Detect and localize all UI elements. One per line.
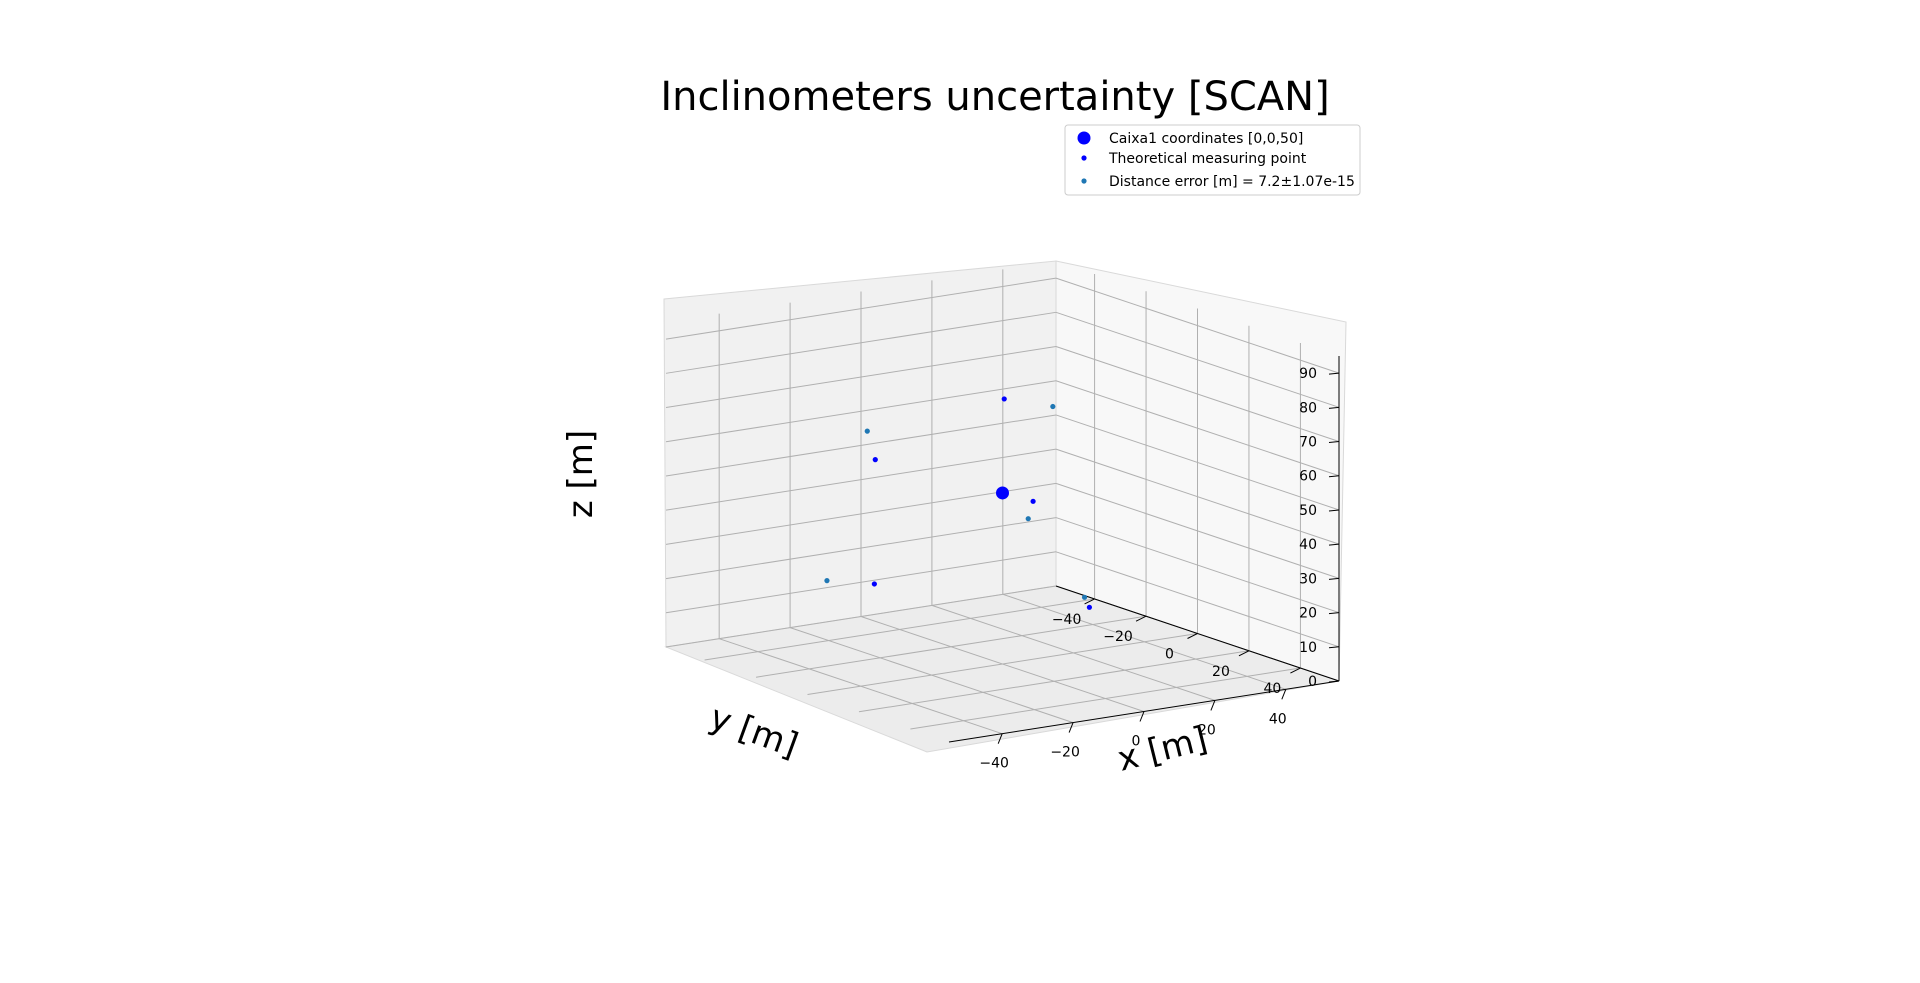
grid-line-z-right xyxy=(665,517,1057,580)
data-point-series-2 xyxy=(1081,594,1088,600)
grid-line-z-left xyxy=(1055,482,1340,579)
data-point-series-1 xyxy=(1030,498,1036,504)
grid-line-z-left xyxy=(1055,517,1340,614)
data-point-series-1 xyxy=(1086,604,1093,610)
y-tick-mark xyxy=(1187,633,1198,639)
z-tick-mark xyxy=(1328,475,1340,478)
x-tick-label: 40 xyxy=(1269,711,1287,727)
grid-line-z-left xyxy=(1055,551,1340,648)
data-point-series-2 xyxy=(864,428,870,434)
z-tick-label: 90 xyxy=(1299,366,1317,382)
grid-line-z-right xyxy=(665,311,1057,374)
y-tick-label: −40 xyxy=(1052,612,1082,628)
z-tick-mark xyxy=(1328,612,1340,615)
x-tick-mark xyxy=(1139,711,1145,722)
z-tick-mark xyxy=(1328,406,1340,409)
legend: Caixa1 coordinates [0,0,50] Theoretical … xyxy=(1064,124,1361,196)
chart-title: Inclinometers uncertainty [SCAN] xyxy=(660,74,1329,120)
legend-label-distance-error: Distance error [m] = 7.2±1.07e-15 xyxy=(1109,174,1355,190)
grid-line-z-left xyxy=(1055,311,1340,408)
z-tick-label: 0 xyxy=(1308,674,1317,690)
x-tick-mark xyxy=(1210,700,1216,711)
grid-line-z-left xyxy=(1055,380,1340,477)
x-tick-label: −20 xyxy=(1050,745,1080,761)
grid-line-z-right xyxy=(665,277,1057,340)
x-axis-label: x [m] xyxy=(1114,719,1212,780)
z-tick-label: 40 xyxy=(1299,537,1317,553)
grid-line-z-left xyxy=(1055,448,1340,545)
legend-marker-distance-error xyxy=(1081,178,1087,184)
y-tick-mark xyxy=(1084,598,1095,605)
grid-line-y-floor xyxy=(704,598,1095,661)
x-tick-label: 0 xyxy=(1132,734,1141,750)
y-tick-label: 40 xyxy=(1263,681,1281,697)
legend-marker-caixa1 xyxy=(1077,131,1091,145)
y-tick-label: 0 xyxy=(1165,647,1174,663)
z-tick-mark xyxy=(1328,441,1340,444)
z-tick-mark xyxy=(1328,509,1340,512)
x-tick-mark xyxy=(1281,689,1287,700)
axis-ticks: −40 −20 0 20 40 −40 −20 0 20 40 0 10 20 30 40 50 60 70 80 9… xyxy=(979,366,1340,772)
z-tick-mark xyxy=(1328,543,1340,546)
x-tick-mark xyxy=(1068,722,1074,733)
grid-line-z-left xyxy=(1055,277,1340,374)
grid-line-z-right xyxy=(665,414,1057,477)
grid-line-y-floor xyxy=(858,650,1250,713)
y-tick-label: −20 xyxy=(1103,629,1133,645)
grid-line-y-floor xyxy=(910,667,1301,730)
z-tick-mark xyxy=(1328,680,1340,683)
grid-line-z-right xyxy=(665,448,1057,511)
data-point-series-2 xyxy=(1025,516,1031,522)
z-tick-label: 30 xyxy=(1299,571,1317,587)
data-point-series-1 xyxy=(872,457,878,463)
back-left-pane xyxy=(663,260,1057,648)
grid-lines xyxy=(665,269,1340,735)
x-tick-label: −40 xyxy=(979,756,1009,772)
legend-label-theoretical: Theoretical measuring point xyxy=(1108,151,1307,167)
data-point-series-2 xyxy=(824,578,830,584)
data-point-series-0 xyxy=(996,486,1009,500)
z-axis-label: z [m] xyxy=(561,430,601,518)
x-tick-mark xyxy=(997,733,1003,744)
data-point-series-1 xyxy=(1001,396,1007,402)
grid-line-z-right xyxy=(665,551,1057,614)
z-tick-label: 60 xyxy=(1299,469,1317,485)
z-tick-label: 70 xyxy=(1299,435,1317,451)
grid-line-z-right xyxy=(665,346,1057,409)
z-tick-mark xyxy=(1328,646,1340,649)
grid-line-y-floor xyxy=(755,615,1147,678)
x-tick-label: 20 xyxy=(1198,722,1216,738)
y-tick-mark xyxy=(1238,650,1250,657)
z-tick-mark xyxy=(1328,372,1340,375)
z-tick-mark xyxy=(1328,577,1340,580)
grid-line-z-right xyxy=(665,585,1057,648)
z-tick-label: 80 xyxy=(1299,400,1317,416)
data-points xyxy=(824,396,1093,610)
y-tick-mark xyxy=(1135,615,1147,622)
legend-box xyxy=(1064,124,1361,196)
y-tick-label: 20 xyxy=(1212,664,1230,680)
grid-line-z-right xyxy=(665,482,1057,545)
z-tick-label: 10 xyxy=(1299,640,1317,656)
data-point-series-1 xyxy=(871,581,877,587)
legend-marker-theoretical xyxy=(1081,155,1087,161)
z-tick-label: 20 xyxy=(1299,606,1317,622)
grid-line-y-floor xyxy=(807,633,1198,695)
y-tick-mark xyxy=(1290,667,1301,674)
grid-line-z-left xyxy=(1055,346,1340,443)
y-axis-label: y [m] xyxy=(704,697,803,766)
z-tick-label: 50 xyxy=(1299,503,1317,519)
grid-line-z-left xyxy=(1055,414,1340,511)
grid-line-z-right xyxy=(665,380,1057,443)
data-point-series-2 xyxy=(1050,403,1056,410)
legend-label-caixa1: Caixa1 coordinates [0,0,50] xyxy=(1109,131,1303,147)
